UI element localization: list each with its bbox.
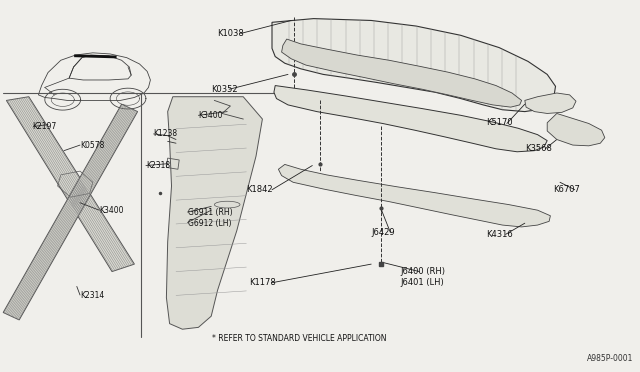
Text: J6401 (LH): J6401 (LH)	[400, 278, 444, 287]
Text: K1842: K1842	[246, 185, 273, 194]
Text: K2314: K2314	[80, 291, 104, 300]
Polygon shape	[166, 97, 262, 329]
Text: G6912 (LH): G6912 (LH)	[188, 219, 231, 228]
Text: A985P-0001: A985P-0001	[588, 355, 634, 363]
Text: J6429: J6429	[371, 228, 395, 237]
Text: K0578: K0578	[80, 141, 104, 150]
Polygon shape	[6, 97, 134, 272]
Text: G6911 (RH): G6911 (RH)	[188, 208, 232, 217]
Text: K0352: K0352	[211, 85, 238, 94]
Polygon shape	[3, 104, 138, 320]
Text: K5170: K5170	[486, 118, 513, 127]
Text: K1178: K1178	[250, 278, 276, 287]
Text: K3400: K3400	[198, 111, 223, 120]
Text: K4316: K4316	[486, 230, 513, 239]
Polygon shape	[274, 86, 547, 152]
Polygon shape	[272, 19, 556, 112]
Text: K2318: K2318	[146, 161, 170, 170]
Text: J6400 (RH): J6400 (RH)	[400, 267, 445, 276]
Text: K1038: K1038	[218, 29, 244, 38]
Polygon shape	[525, 93, 576, 113]
Text: K1238: K1238	[154, 129, 178, 138]
Text: K3400: K3400	[99, 206, 124, 215]
Polygon shape	[278, 164, 550, 227]
Text: K2197: K2197	[32, 122, 56, 131]
Text: K3568: K3568	[525, 144, 552, 153]
Text: * REFER TO STANDARD VEHICLE APPLICATION: * REFER TO STANDARD VEHICLE APPLICATION	[212, 334, 387, 343]
Polygon shape	[282, 39, 522, 107]
Polygon shape	[547, 113, 605, 146]
Text: K6707: K6707	[554, 185, 580, 194]
